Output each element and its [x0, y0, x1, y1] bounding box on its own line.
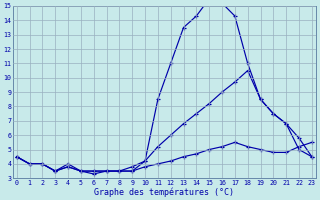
X-axis label: Graphe des températures (°C): Graphe des températures (°C): [94, 187, 234, 197]
